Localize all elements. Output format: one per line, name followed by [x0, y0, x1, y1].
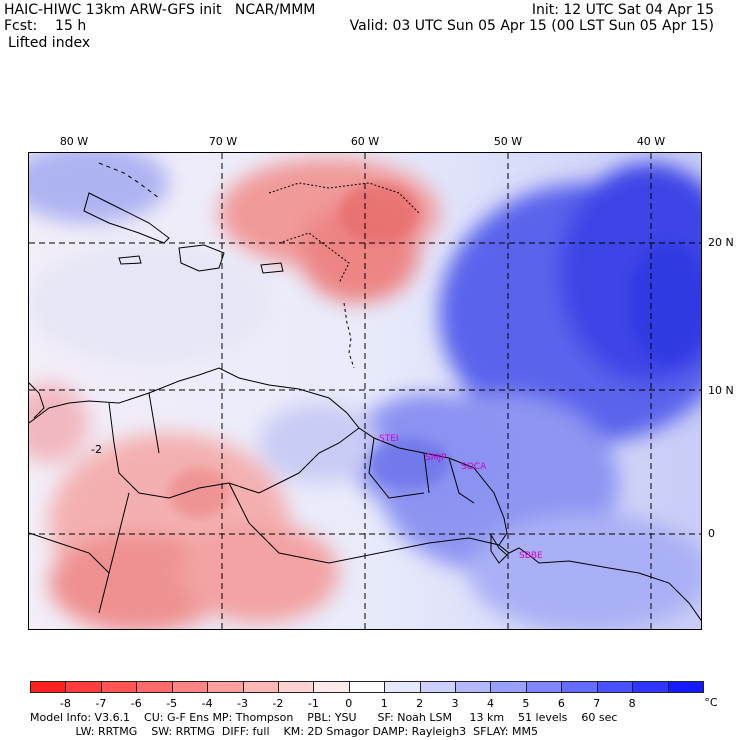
colorbar-tick-label: 1 [380, 697, 388, 710]
lon-label-60w: 60 W [350, 135, 380, 148]
colorbar-swatch [277, 681, 315, 693]
model-title: HAIC-HIWC 13km ARW-GFS init NCAR/MMM [4, 2, 316, 18]
colorbar-swatch [667, 681, 704, 693]
colorbar-swatch [171, 681, 209, 693]
colorbar-tick-label: 5 [522, 697, 530, 710]
colorbar-swatch [596, 681, 634, 693]
colorbar-tick-label: 7 [593, 697, 601, 710]
field-name: Lifted index [8, 35, 91, 51]
colorbar-swatch [348, 681, 386, 693]
colorbar-tick-label: -5 [166, 697, 178, 710]
colorbar-swatch [207, 681, 244, 693]
colorbar-swatch [65, 681, 102, 693]
lat-label-20n: 20 N [708, 236, 734, 249]
colorbar-swatch [490, 681, 527, 693]
colorbar-swatch [313, 681, 350, 693]
colorbar-swatch [136, 681, 173, 693]
colorbar-swatch [561, 681, 598, 693]
station-label-soca: SOCA [461, 462, 487, 472]
colorbar-tick-label: 2 [416, 697, 424, 710]
colorbar-tick-label: -1 [307, 697, 319, 710]
lon-label-70w: 70 W [208, 135, 238, 148]
lat-label-0: 0 [708, 527, 715, 540]
colorbar-tick-label: 0 [345, 697, 353, 710]
forecast-hour: Fcst: 15 h [4, 18, 87, 34]
lat-label-10n: 10 N [708, 384, 734, 397]
init-time: Init: 12 UTC Sat 04 Apr 15 [531, 2, 714, 18]
colorbar-swatch [30, 681, 67, 693]
lon-label-80w: 80 W [59, 135, 89, 148]
colorbar-swatch [525, 681, 563, 693]
colorbar-tick-label: -7 [95, 697, 107, 710]
station-label-stei: STEI [379, 434, 399, 444]
colorbar-swatch [242, 681, 279, 693]
model-info-line2: LW: RRTMG SW: RRTMG DIFF: full KM: 2D Sm… [30, 725, 538, 738]
colorbar-tick-label: 3 [451, 697, 459, 710]
colorbar-tick-label: 4 [486, 697, 494, 710]
colorbar-unit: °C [704, 696, 718, 709]
colorbar-tick-label: -8 [59, 697, 71, 710]
lon-label-50w: 50 W [493, 135, 523, 148]
colorbar-tick-label: 6 [557, 697, 565, 710]
station-label-sbbe: SBBE [519, 551, 543, 561]
colorbar-swatch [384, 681, 421, 693]
colorbar-swatch [100, 681, 138, 693]
contour-label: -2 [91, 443, 102, 456]
lifted-index-map: -2 STEI SMJP SOCA SBBE [28, 152, 702, 630]
colorbar-tick-label: -4 [201, 697, 213, 710]
map-canvas: -2 STEI SMJP SOCA SBBE [29, 153, 701, 629]
colorbar-tick-label: -6 [130, 697, 142, 710]
station-label-smjp: SMJP [425, 453, 447, 463]
colorbar-tick-label: 8 [628, 697, 636, 710]
valid-time: Valid: 03 UTC Sun 05 Apr 15 (00 LST Sun … [349, 18, 714, 34]
lon-label-40w: 40 W [636, 135, 666, 148]
colorbar-swatch [632, 681, 669, 693]
colorbar-tick-label: -3 [237, 697, 248, 710]
colorbar-swatch [455, 681, 492, 693]
model-info-line1: Model Info: V3.6.1 CU: G-F Ens MP: Thomp… [30, 711, 618, 724]
colorbar-tick-label: -2 [272, 697, 284, 710]
colorbar-swatch [419, 681, 457, 693]
